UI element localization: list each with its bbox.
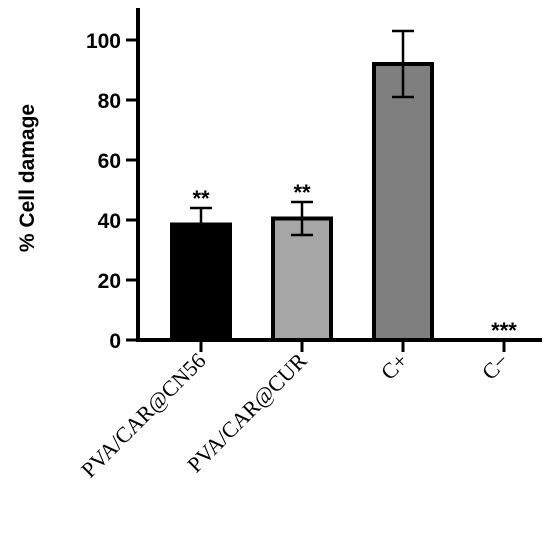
y-tick-label: 40 [98, 210, 121, 233]
significance-label: ** [192, 186, 210, 211]
significance-label: ** [293, 180, 311, 205]
bar [372, 62, 434, 342]
bars [170, 62, 434, 342]
significance-labels: ** ***** [192, 180, 517, 343]
y-tick-label: 0 [109, 330, 121, 353]
y-ticks: 0 20 40 60 80 100 [86, 30, 138, 353]
x-tick-label: C+ [376, 348, 413, 385]
significance-label: *** [491, 318, 517, 343]
y-tick-label: 20 [98, 270, 121, 293]
y-tick-label: 80 [98, 90, 121, 113]
bar [170, 222, 232, 342]
y-tick-label: 60 [98, 150, 121, 173]
error-bars [190, 29, 414, 243]
bar [271, 216, 333, 342]
x-tick-label: C− [477, 348, 514, 385]
y-tick-label: 100 [86, 30, 121, 53]
y-axis-label: % Cell damage [16, 104, 39, 252]
